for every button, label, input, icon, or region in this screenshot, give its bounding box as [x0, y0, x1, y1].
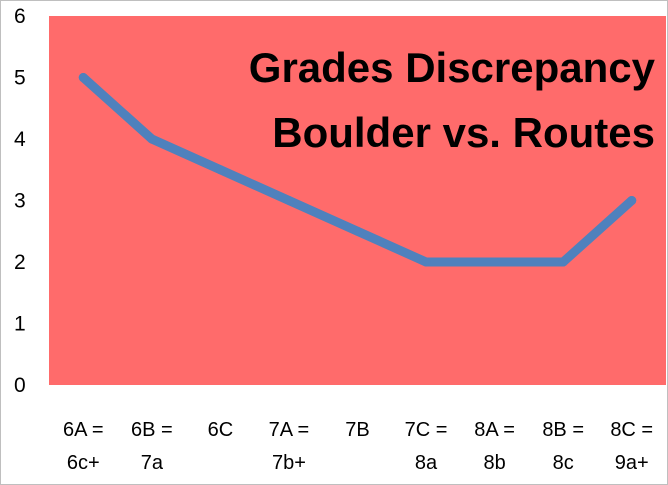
- x-tick-label: 8B = 8c: [542, 419, 584, 474]
- x-tick-label: 6A = 6c+: [63, 419, 104, 474]
- y-tick-label: 6: [14, 5, 26, 28]
- x-tick-label: 7A = 7b+: [269, 419, 310, 474]
- chart-title-line: Grades Discrepancy: [249, 44, 656, 91]
- y-tick-label: 2: [14, 251, 26, 274]
- x-axis-ticks: 6A = 6c+ 6B = 7a 6C 7A = 7b+ 7B 7C = 8a 8A = 8b 8B =…: [63, 419, 653, 474]
- x-tick-label: 7C = 8a: [405, 419, 448, 474]
- x-tick-label: 7B: [345, 419, 369, 441]
- data-point: [421, 257, 431, 267]
- y-tick-label: 1: [14, 313, 26, 336]
- x-tick-label: 8A = 8b: [474, 419, 515, 474]
- data-point: [147, 134, 157, 144]
- chart-title-line: Boulder vs. Routes: [272, 109, 655, 156]
- data-points: [78, 73, 637, 267]
- y-tick-label: 3: [14, 190, 26, 213]
- x-tick-label: 6C: [208, 419, 234, 441]
- data-point: [215, 165, 225, 175]
- data-point: [284, 196, 294, 205]
- y-tick-label: 5: [14, 67, 26, 90]
- data-point: [353, 226, 362, 236]
- data-point: [558, 257, 568, 267]
- data-point: [627, 196, 637, 205]
- x-tick-label: 6B = 7a: [131, 419, 173, 474]
- y-tick-label: 0: [14, 374, 26, 397]
- data-point: [78, 73, 88, 82]
- data-point: [490, 257, 500, 267]
- plot-area: [49, 16, 666, 385]
- chart-title: Grades Discrepancy Boulder vs. Routes: [249, 44, 656, 156]
- x-tick-label: 8C = 9a+: [610, 419, 653, 474]
- y-axis-ticks: 0 1 2 3 4 5 6: [14, 5, 26, 397]
- y-tick-label: 4: [14, 128, 26, 151]
